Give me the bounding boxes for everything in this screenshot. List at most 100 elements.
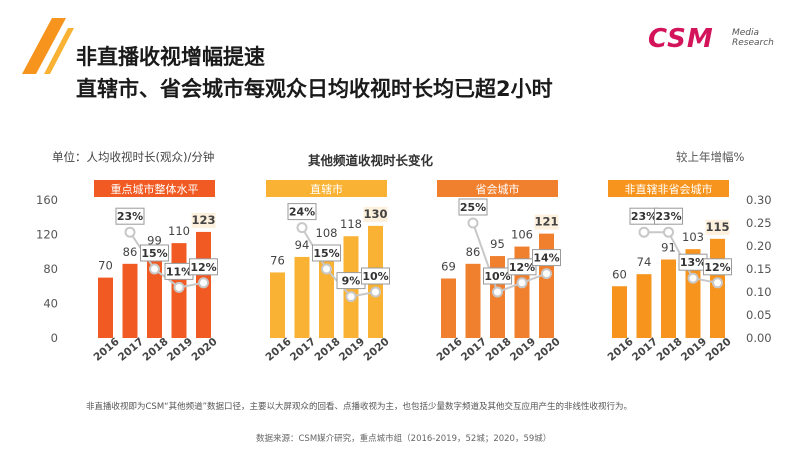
bar-value-label: 121 [534,215,558,229]
growth-marker [492,286,503,298]
growth-label-box [458,198,488,216]
growth-label: 23% [117,210,143,223]
growth-marker [663,226,674,238]
y2-tick-label: 0.25 [746,216,772,230]
y-tick-label: 40 [43,297,58,311]
x-tick-label: 2020 [190,336,220,364]
growth-label: 12% [190,261,216,274]
bar-value-label: 69 [441,259,456,273]
bar [465,263,481,338]
bar-value-label: 74 [637,255,652,269]
growth-label-box [189,258,218,276]
logo-sub-1: Media [732,28,760,38]
bar-value-label: 108 [316,226,338,240]
growth-marker [370,286,381,298]
y2-tick-label: 0.00 [746,331,772,345]
growth-marker [638,226,650,238]
bar [122,263,138,338]
bar [661,259,676,338]
bar [710,238,725,338]
growth-label: 12% [704,261,730,274]
x-tick-label: 2017 [459,336,489,364]
growth-label: 23% [631,210,657,223]
stripe-decoration [22,18,74,74]
growth-label: 10% [362,270,388,283]
growth-marker [345,291,357,303]
x-tick-label: 2016 [435,336,465,364]
bar-value-label: 110 [168,224,190,238]
y-axis-title: 单位：人均收视时长(观众)/分钟 [52,150,215,164]
bar-value-label: 103 [682,230,704,244]
group-header-band [608,180,729,197]
growth-marker [296,222,308,234]
x-tick-label: 2018 [141,336,171,364]
bar-value-label: 106 [511,228,533,242]
growth-label: 23% [655,210,681,223]
bar-value-highlight [705,219,730,235]
growth-marker [149,263,160,275]
y2-tick-label: 0.05 [746,308,772,322]
bar [270,272,285,338]
bar-value-label: 76 [270,253,285,267]
growth-marker [712,277,723,289]
y2-tick-label: 0.10 [746,285,772,299]
growth-label-box [654,207,683,225]
y2-tick-label: 0.30 [746,193,772,207]
bar-value-highlight [534,214,559,230]
bar-value-label: 60 [612,267,627,281]
group-header-label: 非直辖非省会城市 [625,182,713,196]
group-header-band [94,180,215,197]
group-header-label: 重点城市整体水平 [111,182,199,196]
x-tick-label: 2016 [92,336,122,364]
growth-label-box [703,258,732,276]
bar-value-highlight [363,206,388,222]
x-tick-label: 2018 [484,336,514,364]
bar-value-label: 91 [661,241,676,255]
chart-title: 其他频道收视时长变化 [308,153,434,168]
logo-text: CSM [648,24,714,54]
bar [612,286,627,338]
group-header-band [437,180,558,197]
growth-marker [321,263,332,275]
bar [441,278,456,338]
x-tick-label: 2017 [116,336,146,364]
bar-value-label: 95 [490,237,505,251]
growth-marker [541,268,552,280]
bar-value-label: 123 [191,213,215,227]
x-tick-label: 2016 [264,336,294,364]
growth-line [472,222,547,294]
x-tick-label: 2019 [337,336,367,364]
bar-value-label: 86 [123,245,138,259]
growth-label-box [483,267,512,285]
group-header-label: 直辖市 [310,182,343,196]
growth-marker [687,272,699,284]
y-tick-label: 0 [51,331,58,345]
bar [294,256,310,338]
x-tick-label: 2016 [606,336,636,364]
growth-label-box [312,244,341,262]
growth-label: 12% [509,261,535,274]
growth-marker [467,217,479,229]
bar [98,277,113,338]
growth-marker [124,226,136,238]
growth-label-box [507,258,537,276]
bar-value-label: 115 [705,220,729,234]
title-line-1: 非直播收视增幅提速 [76,45,265,69]
bar [147,252,162,338]
x-tick-label: 2019 [165,336,195,364]
x-tick-label: 2020 [533,336,563,364]
growth-label: 15% [141,247,167,260]
y-tick-label: 120 [36,228,58,242]
growth-label: 10% [484,270,510,283]
bar-value-label: 118 [340,217,362,231]
logo-sub-2: Research [732,38,774,48]
growth-marker [198,277,209,289]
growth-label: 13% [680,256,706,269]
group-header-label: 省会城市 [476,182,520,196]
growth-label: 24% [289,206,315,219]
growth-label-box [115,207,145,225]
x-tick-label: 2018 [313,336,343,364]
bar-value-label: 130 [363,207,387,221]
bar-value-highlight [191,212,216,228]
